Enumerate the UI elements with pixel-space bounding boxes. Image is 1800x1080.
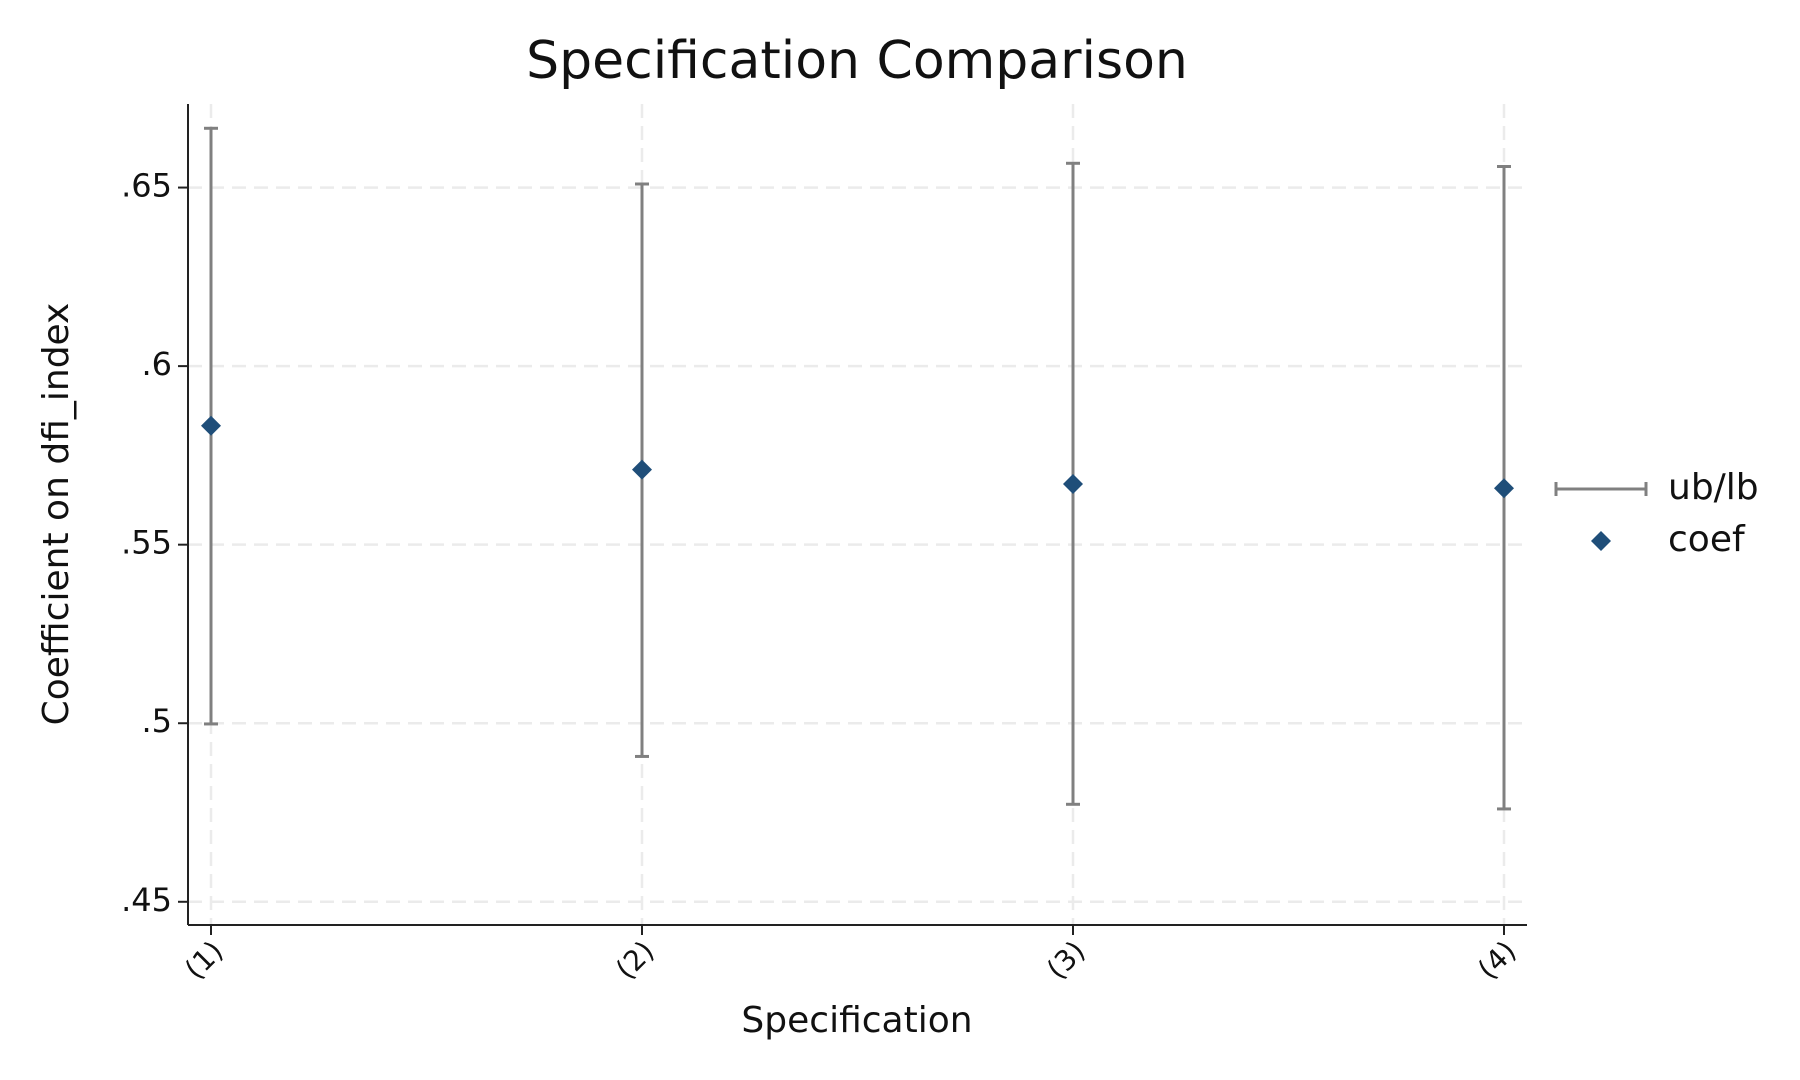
y-tick-label: .65 — [121, 167, 172, 205]
x-axis-label: Specification — [741, 1000, 972, 1041]
y-axis-label: Coefficient on dfi_index — [36, 303, 77, 726]
coef-marker — [1494, 478, 1514, 499]
y-tick-label: .5 — [141, 702, 172, 740]
y-tick-label: .55 — [121, 524, 172, 562]
y-tick-label: .6 — [141, 345, 172, 383]
legend-marker — [1591, 531, 1611, 551]
chart-title: Specification Comparison — [526, 31, 1188, 91]
coef-marker — [632, 459, 652, 480]
legend-label: coef — [1668, 519, 1746, 560]
y-tick-label: .45 — [121, 881, 172, 919]
coef-marker — [1063, 473, 1083, 494]
legend-label: ub/lb — [1668, 467, 1759, 508]
x-tick-label: (2) — [609, 934, 660, 985]
x-tick-label: (1) — [178, 934, 229, 985]
x-tick-label: (4) — [1471, 934, 1522, 985]
x-tick-label: (3) — [1040, 934, 1091, 985]
coef-marker — [201, 415, 221, 436]
